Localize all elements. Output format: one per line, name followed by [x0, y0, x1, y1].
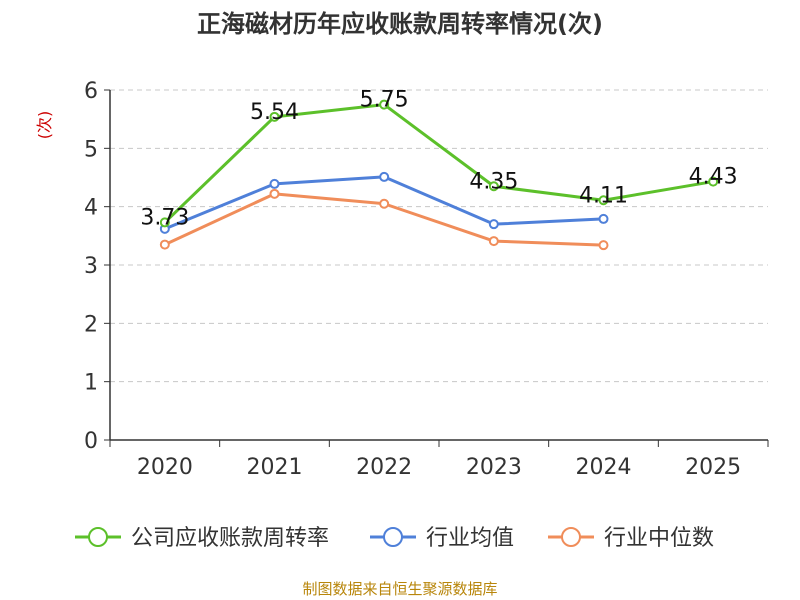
series-point-0[interactable]	[488, 181, 499, 192]
data-label: 4.43	[689, 165, 738, 190]
x-tick-label: 2025	[685, 455, 741, 480]
legend-item-0[interactable]: 公司应收账款周转率	[75, 526, 329, 551]
data-labels: 3.73 5.54 5.75 4.35 4.11 4.43	[140, 88, 737, 231]
series-point-2[interactable]	[598, 240, 609, 251]
y-tick-label: 1	[84, 371, 98, 396]
series-point-0[interactable]	[708, 176, 719, 187]
y-axis-label: (次)	[35, 111, 54, 140]
x-tick-label: 2020	[137, 455, 193, 480]
series-point-2[interactable]	[269, 188, 280, 199]
legend-item-2[interactable]: 行业中位数	[548, 526, 714, 551]
x-tick-label: 2021	[247, 455, 303, 480]
chart-title: 正海磁材历年应收账款周转率情况(次)	[197, 10, 603, 38]
series-point-0[interactable]	[598, 195, 609, 206]
x-tick-label: 2024	[576, 455, 632, 480]
legend-marker	[561, 527, 581, 547]
y-tick-label: 6	[84, 79, 98, 104]
data-label: 4.35	[469, 169, 518, 194]
series-point-1[interactable]	[598, 213, 609, 224]
series-point-2[interactable]	[488, 236, 499, 247]
series-point-0[interactable]	[159, 217, 170, 228]
y-tick-label: 4	[84, 196, 98, 221]
axes: 0 1 2 3 4 5 6 2020 2021 2022 2023 2024 2025	[84, 79, 769, 480]
series-point-2[interactable]	[379, 198, 390, 209]
series-lines	[159, 99, 719, 251]
legend-marker	[383, 527, 403, 547]
y-tick-label: 2	[84, 312, 98, 337]
x-tick-label: 2023	[466, 455, 522, 480]
grid-lines	[110, 89, 768, 383]
legend-marker	[88, 527, 108, 547]
legend-label: 行业中位数	[604, 526, 714, 551]
legend-item-1[interactable]: 行业均值	[370, 526, 514, 551]
x-tick-label: 2022	[356, 455, 412, 480]
series-point-1[interactable]	[488, 219, 499, 230]
source-note: 制图数据来自恒生聚源数据库	[302, 580, 497, 598]
series-point-0[interactable]	[379, 99, 390, 110]
series-point-0[interactable]	[269, 111, 280, 122]
data-label: 3.73	[140, 205, 189, 230]
data-label: 4.11	[579, 183, 628, 208]
series-point-1[interactable]	[269, 178, 280, 189]
y-tick-label: 5	[84, 137, 98, 162]
y-tick-label: 3	[84, 254, 98, 279]
series-point-2[interactable]	[159, 239, 170, 250]
legend-label: 公司应收账款周转率	[131, 526, 329, 551]
series-point-1[interactable]	[379, 171, 390, 182]
legend[interactable]: 公司应收账款周转率 行业均值 行业中位数	[75, 526, 714, 551]
data-label: 5.54	[250, 100, 299, 125]
series-line-0	[163, 103, 714, 224]
data-label: 5.75	[360, 88, 409, 113]
legend-label: 行业均值	[426, 526, 514, 551]
y-tick-label: 0	[84, 429, 98, 454]
